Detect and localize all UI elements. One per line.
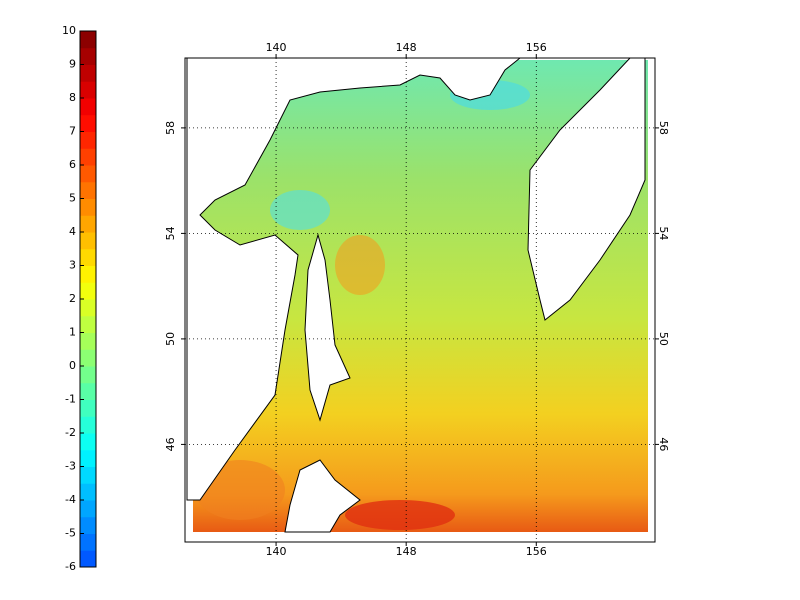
colorbar-tick-label: 6 [69, 158, 76, 171]
colorbar-tick-label: 7 [69, 125, 76, 138]
colorbar-band [80, 433, 96, 451]
colorbar-tick-label: -1 [65, 393, 76, 406]
colorbar-tick-label: -6 [65, 560, 76, 573]
colorbar-band [80, 131, 96, 149]
colorbar-band [80, 399, 96, 417]
lat-tick-label: 54 [164, 226, 177, 240]
colorbar-band [80, 533, 96, 551]
colorbar-tick-label: -4 [65, 493, 76, 506]
colorbar-band [80, 516, 96, 534]
lat-tick-label: 50 [164, 332, 177, 346]
map [184, 57, 656, 543]
lat-tick-label: 58 [657, 121, 670, 135]
warm-patch [335, 235, 385, 295]
colorbar-band [80, 349, 96, 367]
colorbar-band [80, 181, 96, 199]
colorbar-band [80, 265, 96, 283]
lon-tick-label: 140 [266, 545, 287, 558]
colorbar-band [80, 550, 96, 568]
lat-tick-label: 50 [657, 332, 670, 346]
land [186, 57, 522, 501]
lat-tick-label: 46 [164, 437, 177, 451]
warm-patch [345, 500, 455, 530]
lon-tick-label: 148 [396, 41, 417, 54]
land [304, 233, 351, 422]
colorbar-band [80, 165, 96, 183]
colorbar-band [80, 31, 96, 49]
colorbar-band [80, 449, 96, 467]
colorbar-band [80, 215, 96, 233]
colorbar-band [80, 98, 96, 116]
colorbar-band [80, 248, 96, 266]
lon-tick-label: 156 [526, 545, 547, 558]
colorbar-band [80, 483, 96, 501]
colorbar-tick-label: 10 [62, 24, 76, 37]
lon-tick-label: 140 [266, 41, 287, 54]
colorbar-band [80, 366, 96, 384]
colorbar-band [80, 114, 96, 132]
colorbar-band [80, 315, 96, 333]
colorbar-band [80, 198, 96, 216]
colorbar-tick-label: -2 [65, 426, 76, 439]
lat-tick-label: 46 [657, 437, 670, 451]
land [284, 459, 361, 533]
colorbar-band [80, 416, 96, 434]
colorbar-band [80, 466, 96, 484]
colorbar-tick-label: 9 [69, 58, 76, 71]
colorbar-band [80, 282, 96, 300]
colorbar-band [80, 232, 96, 250]
colorbar-band [80, 332, 96, 350]
colorbar-band [80, 382, 96, 400]
lat-tick-label: 58 [164, 121, 177, 135]
cool-patch [270, 190, 330, 230]
colorbar-tick-label: 8 [69, 91, 76, 104]
colorbar-band [80, 299, 96, 317]
colorbar-tick-label: -3 [65, 460, 76, 473]
land [527, 57, 646, 321]
colorbar-tick-label: 4 [69, 225, 76, 238]
map-frame [184, 57, 656, 543]
colorbar-band [80, 148, 96, 166]
colorbar-tick-label: 5 [69, 192, 76, 205]
lon-tick-label: 156 [526, 41, 547, 54]
colorbar-tick-label: 2 [69, 292, 76, 305]
lat-tick-label: 54 [657, 226, 670, 240]
lon-tick-label: 148 [396, 545, 417, 558]
colorbar-tick-label: 3 [69, 259, 76, 272]
colorbar-band [80, 64, 96, 82]
colorbar-tick-label: -5 [65, 527, 76, 540]
colorbar-tick-label: 0 [69, 359, 76, 372]
colorbar-tick-label: 1 [69, 326, 76, 339]
colorbar-band [80, 47, 96, 65]
colorbar-band [80, 81, 96, 99]
colorbar-band [80, 500, 96, 518]
